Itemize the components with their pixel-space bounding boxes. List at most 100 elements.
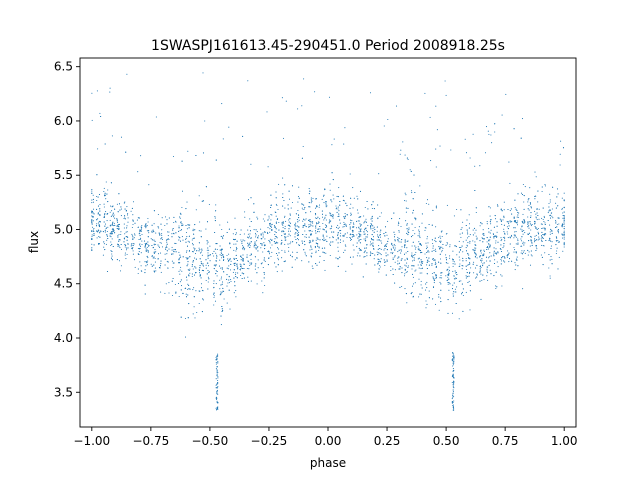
data-point xyxy=(103,187,105,189)
data-point xyxy=(337,224,339,226)
data-point xyxy=(127,221,129,223)
data-point xyxy=(160,238,162,240)
data-point xyxy=(461,245,463,247)
data-point xyxy=(255,229,257,231)
data-point xyxy=(125,244,127,247)
data-point xyxy=(92,229,95,231)
data-point xyxy=(146,225,148,227)
data-point xyxy=(305,212,307,214)
data-point xyxy=(405,265,407,267)
data-point xyxy=(221,103,223,105)
data-point xyxy=(276,237,278,239)
data-point xyxy=(126,206,128,208)
data-point xyxy=(453,356,455,359)
data-point xyxy=(365,227,367,229)
data-point xyxy=(398,221,400,223)
data-point xyxy=(118,245,120,247)
data-point xyxy=(275,203,277,205)
data-point xyxy=(494,215,496,217)
data-point xyxy=(296,225,298,227)
data-point xyxy=(465,152,468,154)
data-point xyxy=(542,218,544,221)
data-point xyxy=(297,234,299,236)
data-point xyxy=(97,196,99,198)
data-point xyxy=(385,274,387,276)
data-point xyxy=(191,264,193,266)
data-point xyxy=(255,236,257,238)
data-point xyxy=(179,212,181,214)
data-point xyxy=(460,236,462,238)
data-point xyxy=(452,260,454,262)
data-point xyxy=(431,239,433,241)
data-point xyxy=(117,224,119,226)
data-point xyxy=(469,240,471,242)
data-point xyxy=(363,215,365,217)
data-point xyxy=(476,238,478,240)
data-point xyxy=(411,192,413,194)
data-point xyxy=(468,280,470,282)
data-point xyxy=(372,236,375,238)
data-point xyxy=(426,287,428,289)
data-point xyxy=(260,247,262,249)
data-point xyxy=(316,223,318,225)
data-point xyxy=(302,220,304,222)
data-point xyxy=(500,250,503,253)
data-point xyxy=(406,228,408,230)
data-point xyxy=(110,244,112,247)
data-point xyxy=(199,252,202,254)
data-point xyxy=(480,222,482,224)
data-point xyxy=(397,240,399,242)
data-point xyxy=(563,200,565,202)
data-point xyxy=(510,208,512,210)
data-point xyxy=(172,253,174,255)
data-point xyxy=(419,243,421,245)
data-point xyxy=(92,208,95,210)
data-point xyxy=(561,207,563,209)
data-point xyxy=(411,268,413,270)
data-point xyxy=(433,249,435,252)
data-point xyxy=(99,112,101,114)
data-point xyxy=(91,191,93,193)
data-point xyxy=(366,231,368,233)
data-point xyxy=(308,224,310,226)
data-point xyxy=(257,250,259,252)
data-point xyxy=(250,197,252,199)
data-point xyxy=(296,257,298,259)
data-point xyxy=(198,302,200,305)
data-point xyxy=(346,236,348,239)
data-point xyxy=(419,237,421,239)
data-point xyxy=(152,247,154,249)
data-point xyxy=(229,259,231,261)
y-tick-label: 4.5 xyxy=(54,277,73,291)
data-point xyxy=(363,238,365,240)
data-point xyxy=(513,227,515,229)
data-point xyxy=(239,263,241,265)
data-point xyxy=(462,294,464,297)
data-point xyxy=(309,225,311,228)
data-point xyxy=(524,222,526,224)
data-point xyxy=(529,245,531,247)
data-point xyxy=(284,184,286,186)
data-point xyxy=(561,226,563,228)
data-point xyxy=(113,228,115,231)
data-point xyxy=(495,242,497,244)
data-point xyxy=(285,100,287,102)
data-point xyxy=(500,220,502,222)
data-point xyxy=(460,246,462,249)
data-point xyxy=(425,251,428,254)
data-point xyxy=(193,274,196,276)
data-point xyxy=(254,241,256,243)
data-point xyxy=(549,214,551,216)
data-point xyxy=(563,230,565,232)
data-point xyxy=(223,298,225,300)
data-point xyxy=(353,249,355,251)
data-point xyxy=(406,232,408,234)
data-point xyxy=(150,263,152,265)
data-point xyxy=(452,394,454,396)
data-point xyxy=(110,250,112,252)
data-point xyxy=(221,281,224,283)
data-point xyxy=(413,257,416,259)
data-point xyxy=(185,208,187,210)
data-point xyxy=(216,275,218,277)
